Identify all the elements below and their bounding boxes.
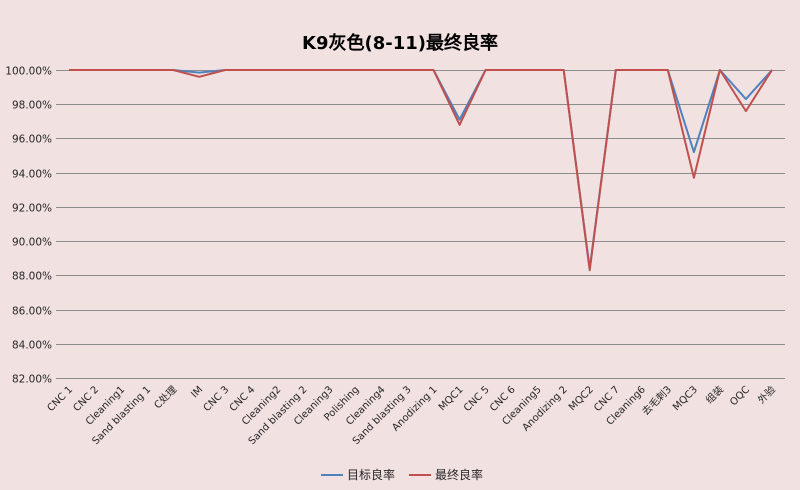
y-tick-label: 94.00% [12,169,52,181]
y-tick-label: 92.00% [12,203,52,215]
legend-label: 目标良率 [347,467,395,482]
legend-label: 最终良率 [435,467,483,482]
series-lines [69,69,773,272]
y-axis-ticks: 100.00% 98.00% 96.00% 94.00% 92.00% 90.00% 88.… [5,66,52,386]
y-tick-label: 100.00% [5,66,52,78]
y-tick-label: 84.00% [12,340,52,352]
y-tick-label: 90.00% [12,237,52,249]
y-tick-label: 82.00% [12,374,52,386]
y-tick-label: 86.00% [12,306,52,318]
x-tick-label: MQC3 [671,384,700,413]
x-tick-label: C处理 [152,384,180,412]
gridlines [56,70,785,379]
x-tick-label: MQC2 [567,384,596,413]
x-tick-label: 组装 [703,383,726,406]
x-tick-label: 去毛刺3 [640,384,674,418]
series-line-0 [69,69,773,270]
x-tick-label: CNC 1 [45,384,75,414]
x-tick-label: MQC1 [437,384,466,413]
x-tick-label: 外验 [755,383,778,406]
legend: 目标良率 最终良率 [321,467,483,482]
chart-title: K9灰色(8-11)最终良率 [302,32,498,54]
x-tick-label: CNC 3 [202,384,232,414]
x-tick-label: OQC [728,384,752,408]
x-tick-label: IM [189,384,205,400]
series-line-1 [69,69,773,272]
y-tick-label: 96.00% [12,134,52,146]
y-tick-label: 98.00% [12,100,52,112]
x-tick-label: CNC 5 [462,384,492,414]
y-tick-label: 88.00% [12,271,52,283]
